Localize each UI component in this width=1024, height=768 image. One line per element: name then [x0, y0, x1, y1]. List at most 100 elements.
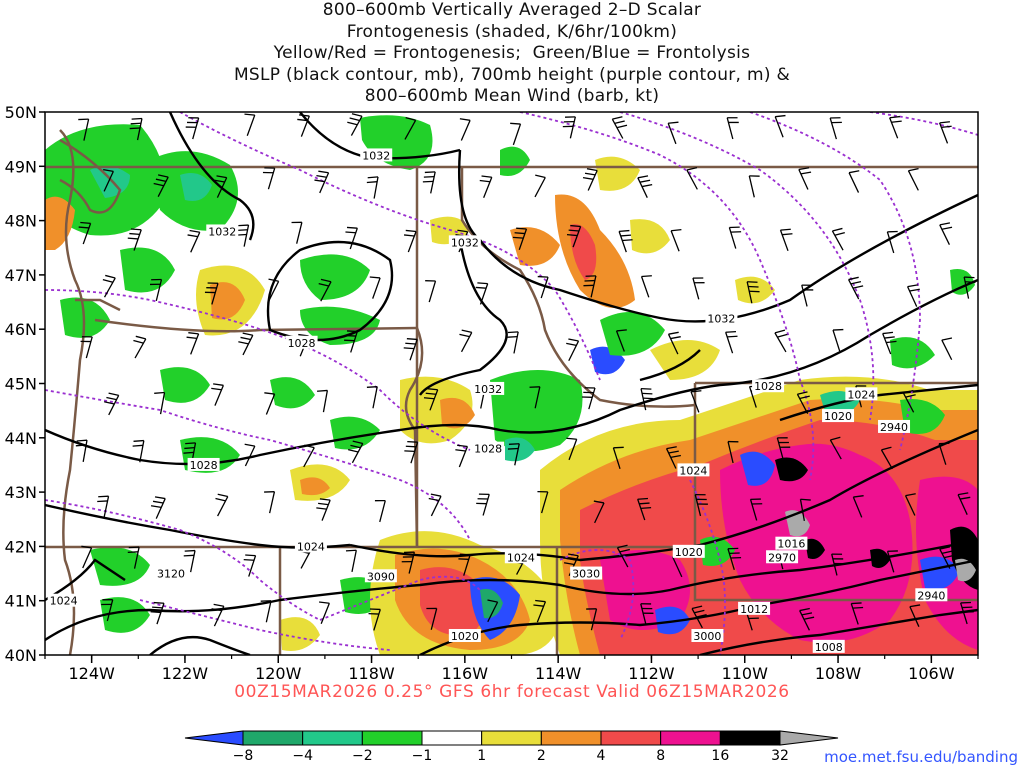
wind-barb: [637, 175, 653, 198]
wind-barb: [831, 553, 845, 576]
colorbar-label: 32: [771, 748, 789, 764]
wind-barb: [510, 122, 522, 146]
height-label-bg: [154, 566, 187, 580]
wind-barb: [801, 284, 814, 307]
wind-barb: [479, 175, 493, 198]
lat-label: 42N: [5, 537, 37, 556]
wind-barb: [593, 500, 605, 524]
wind-barb: [906, 284, 920, 307]
mslp-label-bg: [822, 409, 855, 423]
wind-barb: [186, 332, 200, 355]
wind-barb: [403, 338, 418, 361]
mslp-label: 1028: [288, 337, 316, 350]
wind-barb: [78, 118, 90, 141]
colorbar-segment: [779, 730, 839, 746]
wind-barb: [566, 224, 582, 248]
wind-barb: [404, 441, 419, 464]
height-label-bg: [364, 569, 397, 583]
wind-barb: [537, 275, 549, 299]
wind-barb: [149, 278, 163, 302]
wind-barb: [316, 498, 331, 521]
colorbar-label: 1: [477, 748, 486, 764]
wind-barbs: [75, 113, 976, 631]
wind-barb: [829, 436, 842, 460]
lat-label: 46N: [5, 320, 37, 339]
wind-barb: [102, 274, 116, 298]
wind-barb: [262, 167, 276, 190]
lat-label: 40N: [5, 646, 37, 665]
height-label-bg: [878, 419, 911, 433]
wind-barb: [612, 446, 624, 469]
mslp-label-bg: [738, 601, 771, 615]
wind-barb: [880, 446, 893, 470]
colorbar-label: 2: [537, 748, 546, 764]
mslp-labels: 1032 1032 1032 1032 1028 1032 1028 1028 1028 1024…: [47, 148, 878, 654]
wind-barb: [537, 490, 549, 514]
wind-barb: [319, 601, 330, 624]
colorbar-label: −4: [292, 748, 313, 764]
mslp-label-bg: [294, 539, 327, 553]
wind-barb: [475, 282, 489, 305]
wind-barb: [428, 493, 442, 517]
mslp-label-bg: [845, 387, 878, 401]
wind-barb: [422, 171, 436, 194]
wind-barb: [268, 278, 280, 302]
wind-barb: [941, 337, 953, 361]
wind-barb: [909, 604, 921, 627]
lon-label: 108W: [815, 664, 862, 683]
lon-label: 110W: [722, 664, 769, 683]
wind-barb: [640, 275, 652, 298]
mslp-label: 1028: [754, 380, 782, 393]
wind-barb: [404, 117, 417, 140]
wind-barb: [796, 391, 810, 414]
colorbar-segment: [719, 730, 781, 746]
wind-barb: [640, 388, 654, 411]
wind-barb: [368, 608, 381, 631]
wind-barb: [80, 336, 93, 359]
wind-barb: [260, 600, 272, 623]
wind-barb: [799, 498, 811, 521]
wind-barb: [725, 330, 738, 354]
mslp-label-bg: [705, 311, 738, 325]
wind-barb: [583, 275, 597, 298]
colorbar-segment: [184, 730, 244, 746]
mslp-label-bg: [504, 550, 537, 564]
plot-title: 800–600mb Vertically Averaged 2–D Scalar…: [0, 0, 1024, 108]
colorbar-segment: [600, 730, 662, 746]
mslp-label-bg: [672, 544, 705, 558]
wind-barb: [150, 496, 166, 519]
wind-barb: [314, 170, 330, 194]
credit-link[interactable]: moe.met.fsu.edu/banding: [824, 748, 1018, 766]
mslp-label-bg: [448, 628, 481, 642]
wind-barb: [692, 277, 705, 300]
wind-barb: [150, 601, 165, 625]
wind-barb: [187, 229, 201, 253]
wind-barb: [939, 222, 953, 245]
wind-barb: [81, 545, 93, 569]
mslp-label-bg: [812, 639, 845, 653]
wind-barb: [939, 546, 955, 569]
mslp-label: 1032: [208, 225, 236, 238]
title-line-5: 800–600mb Mean Wind (barb, kt): [364, 86, 660, 106]
height-contours: [45, 112, 978, 655]
colorbar-label: −2: [352, 748, 373, 764]
lon-label: 106W: [908, 664, 955, 683]
wind-barb: [727, 547, 742, 570]
wind-barb: [529, 386, 541, 409]
mslp-label: 1012: [740, 603, 768, 616]
wind-barb: [348, 440, 364, 464]
wind-barb: [476, 493, 490, 516]
lat-label: 49N: [5, 157, 37, 176]
height-labels: 2940 2970 2940 3120 3090 3030 3000: [154, 419, 948, 643]
wind-barb: [686, 166, 698, 190]
mslp-label-bg: [206, 224, 239, 238]
wind-barb: [582, 168, 598, 191]
mslp-label: 1024: [297, 540, 325, 553]
colorbar-segment: [481, 730, 542, 746]
wind-barb: [366, 176, 379, 199]
mslp-label: 1024: [679, 464, 707, 477]
mslp-label: 1028: [474, 443, 502, 456]
wind-barb: [132, 439, 145, 463]
lat-label: 47N: [5, 266, 37, 285]
